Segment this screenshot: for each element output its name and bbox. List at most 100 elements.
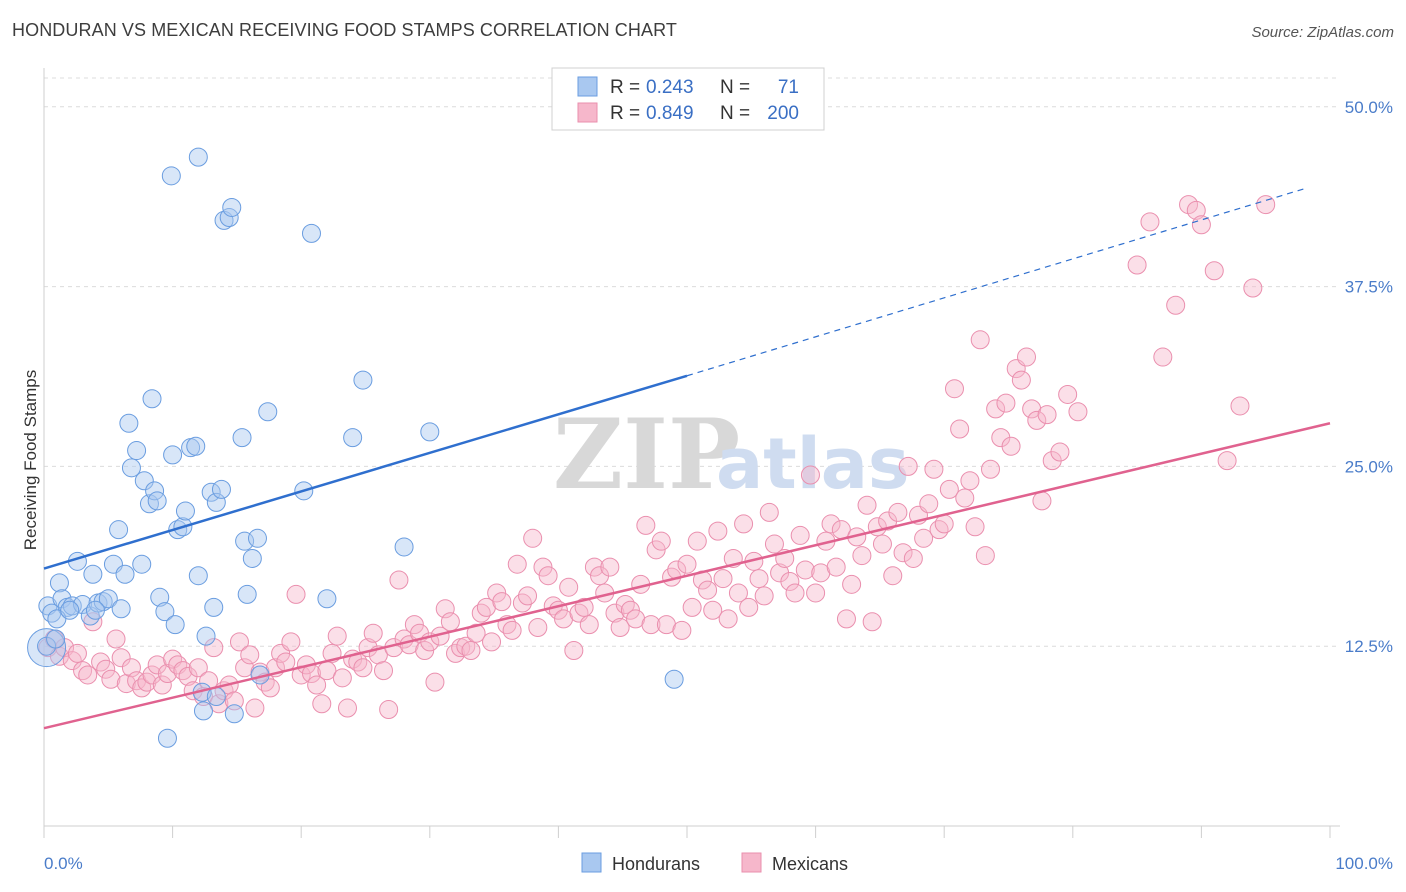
watermark-zip: ZIP — [553, 398, 740, 511]
y-tick-label-50: 50.0% — [1345, 98, 1393, 117]
mexicans-point-193 — [1037, 405, 1057, 425]
hondurans-point-29 — [155, 602, 175, 622]
legend-n-label-0: N = — [720, 77, 750, 98]
mexicans-point-56 — [332, 668, 352, 688]
mexicans-point-159 — [862, 612, 882, 632]
hondurans-point-51 — [237, 584, 257, 604]
legend-n-label-1: N = — [720, 103, 750, 124]
hondurans-point-21 — [127, 441, 147, 461]
mexicans-point-189 — [1017, 347, 1037, 367]
mexicans-point-21 — [152, 675, 172, 695]
mexicans-point-157 — [852, 546, 872, 566]
mexicans-point-28 — [188, 658, 208, 678]
mexicans-point-201 — [1166, 295, 1186, 315]
mexicans-point-64 — [374, 661, 394, 681]
hondurans-point-70 — [206, 687, 226, 707]
mexicans-point-92 — [518, 586, 538, 606]
bottom-legend-swatch-mexicans — [741, 852, 762, 873]
y-tick-label-37.5: 37.5% — [1345, 278, 1393, 297]
hondurans-trend-line — [43, 374, 688, 570]
mexicans-point-202 — [1179, 195, 1199, 215]
mexicans-point-83 — [471, 603, 491, 623]
mexicans-point-131 — [718, 609, 738, 629]
mexicans-point-183 — [986, 399, 1006, 419]
mexicans-point-100 — [559, 577, 579, 597]
mexicans-point-74 — [425, 672, 445, 692]
mexicans-point-124 — [682, 597, 702, 617]
mexicans-point-178 — [960, 471, 980, 491]
hondurans-point-38 — [188, 566, 208, 586]
hondurans-point-37 — [186, 436, 206, 456]
mexicans-point-154 — [836, 609, 856, 629]
hondurans-point-19 — [119, 413, 139, 433]
mexicans-point-96 — [538, 566, 558, 586]
hondurans-point-28 — [150, 587, 170, 607]
hondurans-point-48 — [224, 704, 244, 724]
mexicans-point-36 — [229, 632, 249, 652]
mexicans-point-122 — [672, 620, 692, 640]
mexicans-point-127 — [698, 580, 718, 600]
mexicans-point-186 — [1001, 436, 1021, 456]
mexicans-point-62 — [363, 623, 383, 643]
mexicans-point-145 — [790, 525, 810, 545]
mexicans-point-200 — [1153, 347, 1173, 367]
bottom-legend-mexicans: Mexicans — [772, 854, 848, 874]
mexicans-point-46 — [281, 632, 301, 652]
bottom-legend-swatch-hondurans — [581, 852, 602, 873]
mexicans-point-55 — [327, 626, 347, 646]
mexicans-point-137 — [749, 569, 769, 589]
x-tick-label-max: 100.0% — [1335, 854, 1393, 873]
hondurans-point-42 — [204, 597, 224, 617]
mexicans-point-65 — [379, 699, 399, 719]
y-axis-label: Receiving Food Stamps — [21, 370, 40, 550]
hondurans-point-57 — [188, 147, 208, 167]
mexicans-point-171 — [924, 459, 944, 479]
mexicans-point-38 — [240, 645, 260, 665]
hondurans-point-16 — [109, 520, 129, 540]
mexicans-point-125 — [687, 531, 707, 551]
hondurans-point-cluster — [27, 628, 67, 668]
mexicans-point-172 — [929, 520, 949, 540]
hondurans-point-66 — [85, 600, 105, 620]
mexicans-point-39 — [245, 698, 265, 718]
mexicans-point-143 — [780, 571, 800, 591]
y-tick-labels: 12.5% 25.0% 37.5% 50.0% — [1345, 98, 1393, 656]
hondurans-point-23 — [134, 471, 154, 491]
hondurans-point-4 — [49, 573, 69, 593]
hondurans-point-18 — [115, 564, 135, 584]
mexicans-point-144 — [785, 583, 805, 603]
mexicans-point-164 — [888, 502, 908, 522]
hondurans-points — [27, 147, 684, 748]
mexicans-point-173 — [934, 514, 954, 534]
mexicans-point-89 — [502, 620, 522, 640]
mexicans-point-180 — [970, 330, 990, 350]
hondurans-point-3 — [46, 629, 66, 649]
mexicans-point-170 — [919, 494, 939, 514]
mexicans-point-108 — [600, 557, 620, 577]
hondurans-point-43 — [206, 492, 226, 512]
hondurans-point-61 — [353, 370, 373, 390]
hondurans-point-63 — [420, 422, 440, 442]
chart-title: HONDURAN VS MEXICAN RECEIVING FOOD STAMP… — [12, 20, 677, 40]
mexicans-trend-line — [43, 422, 1331, 730]
hondurans-trend-extension — [686, 188, 1305, 377]
mexicans-point-31 — [204, 638, 224, 658]
mexicans-point-123 — [677, 554, 697, 574]
mexicans-point-151 — [821, 514, 841, 534]
legend-r-value-1: 0.849 — [646, 103, 694, 124]
legend-r-value-0: 0.243 — [646, 77, 694, 98]
hondurans-point-59 — [317, 589, 337, 609]
mexicans-point-188 — [1011, 370, 1031, 390]
hondurans-point-56 — [301, 223, 321, 243]
hondurans-point-32 — [165, 615, 185, 635]
hondurans-point-64 — [664, 669, 684, 689]
mexicans-point-167 — [903, 548, 923, 568]
mexicans-point-138 — [754, 586, 774, 606]
hondurans-point-20 — [121, 458, 141, 478]
mexicans-point-115 — [636, 515, 656, 535]
mexicans-point-101 — [564, 641, 584, 661]
mexicans-point-208 — [1243, 278, 1263, 298]
y-tick-label-25: 25.0% — [1345, 457, 1393, 476]
mexicans-point-133 — [728, 583, 748, 603]
mexicans-point-206 — [1217, 451, 1237, 471]
